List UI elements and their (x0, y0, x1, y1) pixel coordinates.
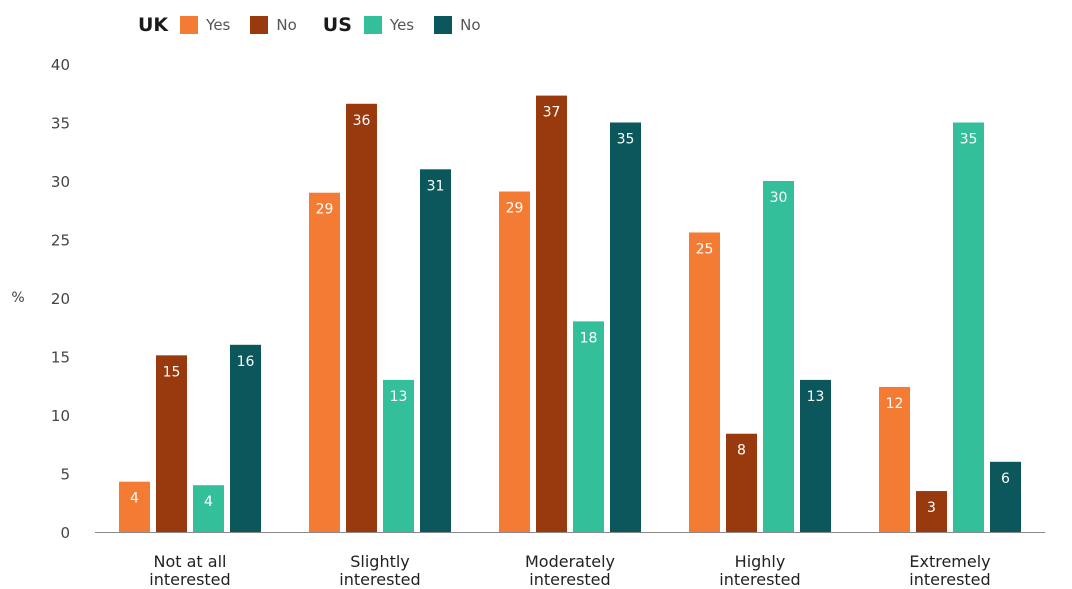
legend-item-us-yes: Yes (363, 16, 415, 34)
legend-item-uk-no: No (250, 16, 297, 34)
x-tick-label: interested (339, 570, 420, 589)
legend-swatch-uk-yes (180, 16, 199, 34)
x-tick-label: interested (719, 570, 800, 589)
y-tick-label: 0 (60, 524, 70, 542)
data-label: 12 (886, 396, 904, 412)
legend-item-uk-yes: Yes (180, 16, 230, 34)
bar (689, 232, 720, 533)
x-tick-label: interested (529, 570, 610, 589)
x-tick-label: interested (909, 570, 990, 589)
bar (573, 321, 604, 532)
bar (536, 95, 567, 532)
legend-label-us-yes: Yes (389, 16, 415, 34)
x-tick-label: Moderately (525, 552, 615, 571)
bar (420, 169, 451, 533)
bar (499, 191, 530, 532)
x-tick-label: Slightly (350, 552, 410, 571)
data-label: 35 (617, 132, 635, 148)
data-label: 13 (807, 389, 825, 405)
bar (726, 433, 757, 532)
y-tick-label: 30 (51, 173, 70, 191)
x-tick-label: Not at all (154, 552, 227, 571)
x-tick-label: Extremely (909, 552, 990, 571)
y-tick-label: 25 (51, 232, 70, 250)
data-label: 30 (770, 190, 788, 206)
data-label: 6 (1001, 471, 1010, 487)
data-label: 31 (427, 178, 445, 194)
y-tick-label: 35 (51, 115, 70, 133)
bar (610, 122, 641, 532)
data-label: 4 (130, 491, 139, 507)
legend: UK Yes No US Yes No (138, 10, 501, 40)
legend-group-us: US (322, 14, 352, 36)
legend-label-uk-no: No (276, 16, 297, 34)
data-label: 15 (163, 364, 181, 380)
bar (763, 181, 794, 532)
legend-swatch-us-no (434, 16, 453, 34)
y-tick-label: 40 (51, 56, 70, 74)
legend-swatch-uk-no (250, 16, 269, 34)
y-tick-label: 15 (51, 349, 70, 367)
data-label: 25 (696, 241, 714, 257)
y-tick-label: 10 (51, 407, 70, 425)
legend-group-uk: UK (138, 14, 169, 36)
bar (383, 379, 414, 532)
bar (119, 481, 150, 532)
data-label: 8 (737, 443, 746, 459)
bar (309, 192, 340, 532)
data-label: 4 (204, 494, 213, 510)
legend-swatch-us-yes (363, 16, 382, 34)
bar (916, 491, 947, 532)
legend-label-us-no: No (460, 16, 481, 34)
bar (800, 379, 831, 532)
data-label: 37 (543, 105, 561, 121)
data-label: 16 (237, 354, 255, 370)
y-tick-label: 20 (51, 290, 70, 308)
data-label: 13 (390, 389, 408, 405)
bar (193, 485, 224, 532)
bar (156, 355, 187, 532)
legend-label-uk-yes: Yes (206, 16, 231, 34)
x-tick-label: Highly (735, 552, 786, 571)
x-tick-label: interested (149, 570, 230, 589)
data-label: 35 (960, 132, 978, 148)
bar (346, 103, 377, 532)
bar (990, 461, 1021, 532)
data-label: 18 (580, 330, 598, 346)
data-label: 36 (353, 113, 371, 129)
bar (879, 386, 910, 532)
bar (953, 122, 984, 532)
bar (230, 344, 261, 532)
legend-item-us-no: No (434, 16, 481, 34)
data-label: 29 (506, 201, 524, 217)
data-label: 29 (316, 202, 334, 218)
data-label: 3 (927, 500, 936, 516)
y-tick-label: 5 (60, 466, 70, 484)
y-axis-label: % (11, 290, 24, 306)
